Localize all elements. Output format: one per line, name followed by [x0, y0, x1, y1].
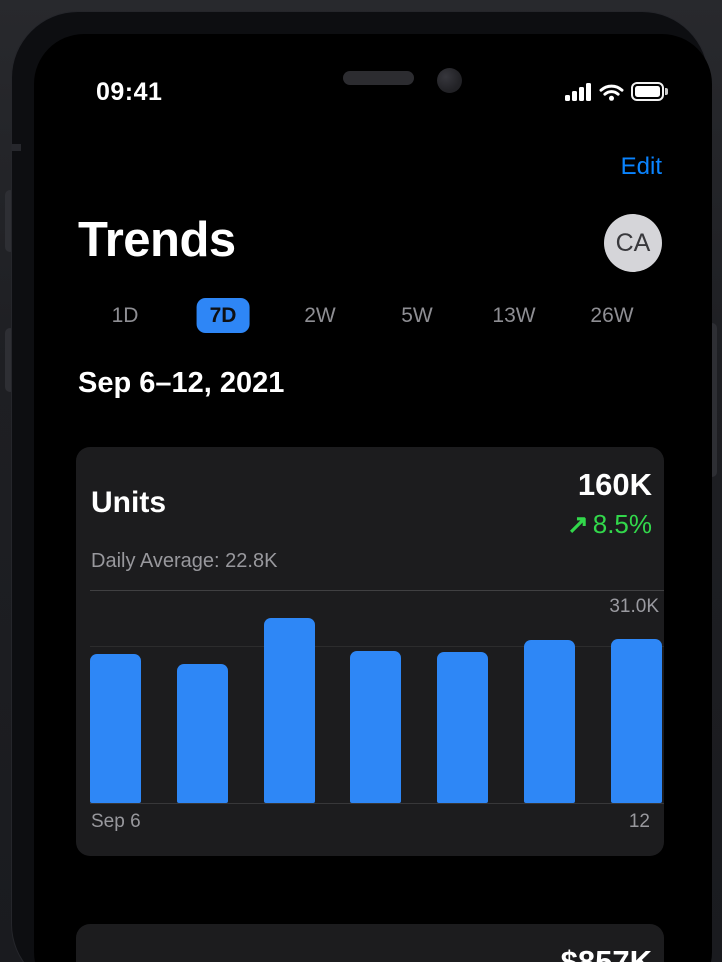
edit-button[interactable]: Edit [620, 153, 662, 180]
trend-up-arrow-icon: ↗ [566, 509, 589, 539]
avatar[interactable]: CA [604, 214, 662, 272]
chart-top-gridline [90, 590, 664, 591]
segment-2w[interactable]: 2W [304, 304, 336, 327]
proceeds-card[interactable]: $857K Proceeds [76, 924, 664, 962]
phone-screen: 09:41 Edit [34, 34, 712, 962]
bar-sep-7[interactable] [176, 664, 228, 803]
proceeds-total-value: $857K [560, 944, 652, 962]
status-bar-time: 09:41 [96, 78, 163, 106]
battery-icon [631, 82, 668, 101]
x-axis-start-label: Sep 6 [91, 811, 141, 832]
bar-sep-9[interactable] [350, 651, 402, 803]
daily-average-label: Daily Average: 22.8K [91, 550, 278, 572]
units-card[interactable]: Units 160K ↗ 8.5% Daily Average: 22.8K 31… [76, 447, 664, 856]
bar-sep-11[interactable] [524, 640, 576, 803]
units-change-percent: 8.5% [592, 509, 652, 539]
segment-7d[interactable]: 7D [196, 298, 250, 333]
power-button [707, 323, 717, 477]
bar-sep-8[interactable] [263, 618, 315, 803]
x-axis-end-label: 12 [628, 811, 650, 832]
units-total-value: 160K [577, 467, 652, 502]
units-change: ↗ 8.5% [567, 509, 652, 540]
speaker-grille [343, 71, 414, 85]
volume-down-button [5, 328, 15, 392]
average-gridline [90, 646, 664, 647]
units-bar-chart [90, 590, 662, 803]
bar-sep-12[interactable] [610, 639, 662, 803]
antenna-line-left [12, 144, 21, 151]
segment-1d[interactable]: 1D [111, 304, 139, 327]
status-bar-icons [565, 81, 668, 102]
volume-up-button [5, 190, 15, 252]
cellular-signal-icon [565, 82, 591, 101]
y-axis-max-label: 31.0K [609, 596, 659, 617]
units-card-title: Units [91, 486, 166, 519]
segment-26w[interactable]: 26W [590, 304, 634, 327]
phone-frame: 09:41 Edit [12, 12, 712, 962]
bar-sep-6[interactable] [90, 654, 141, 803]
segment-5w[interactable]: 5W [401, 304, 433, 327]
segment-13w[interactable]: 13W [492, 304, 536, 327]
front-camera [437, 68, 462, 93]
page-title: Trends [78, 213, 236, 267]
x-axis-line [90, 803, 664, 804]
date-range-heading: Sep 6–12, 2021 [78, 367, 285, 399]
bar-sep-10[interactable] [437, 652, 489, 803]
wifi-icon [599, 84, 624, 101]
